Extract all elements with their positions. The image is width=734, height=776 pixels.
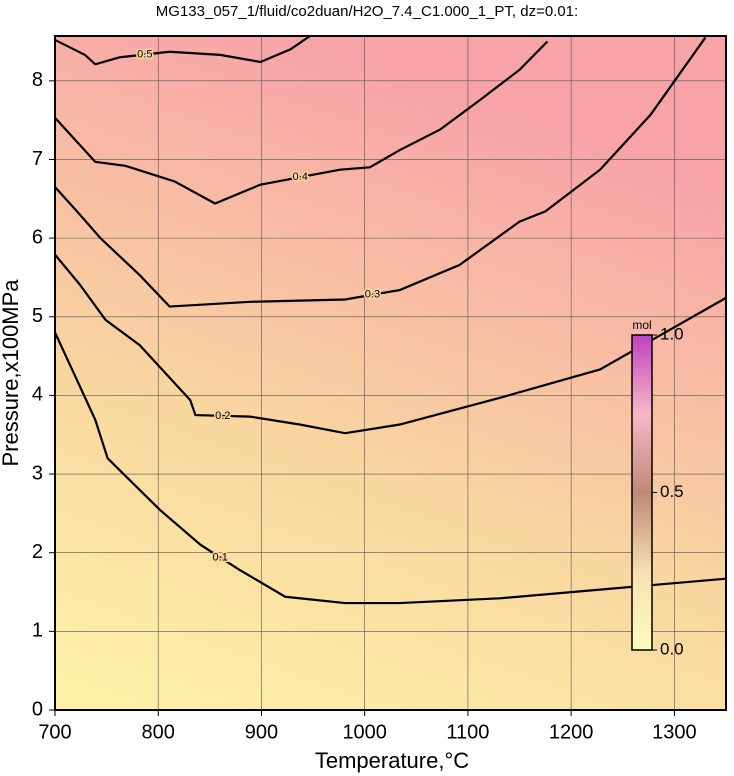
contour-line: [54, 253, 727, 435]
contour-label: 0.2: [215, 410, 230, 422]
x-tick-label: 1300: [652, 721, 697, 743]
contour-label: 0.4: [293, 171, 308, 183]
y-tick-label: 1: [32, 620, 43, 642]
colorbar: [631, 334, 653, 651]
y-tick-label: 7: [32, 148, 43, 170]
contour-line: [54, 35, 311, 66]
y-tick-label: 3: [32, 462, 43, 484]
x-tick-label: 900: [245, 721, 278, 743]
colorbar-tick-label: 0.0: [660, 639, 684, 658]
y-tick-label: 2: [32, 541, 43, 563]
y-tick-label: 0: [32, 698, 43, 720]
y-axis-label: Pressure,x100MPa: [0, 279, 23, 467]
y-tick-label: 6: [32, 226, 43, 248]
x-tick-label: 700: [38, 721, 71, 743]
contour-line: [54, 40, 549, 205]
x-tick-label: 1200: [549, 721, 594, 743]
x-axis-label: Temperature,°C: [315, 748, 469, 773]
plot-frame: [54, 35, 727, 711]
x-tick-label: 800: [142, 721, 175, 743]
plot-background: [55, 36, 726, 710]
colorbar-tick-label: 0.5: [660, 482, 684, 501]
contour-label: 0.1: [213, 551, 228, 563]
contour-line: [54, 36, 707, 308]
colorbar-tick-label: 1.0: [660, 324, 684, 343]
x-tick-label: 1000: [342, 721, 387, 743]
chart-title: MG133_057_1/fluid/co2duan/H2O_7.4_C1.000…: [156, 3, 578, 20]
contour-label: 0.3: [365, 289, 380, 301]
colorbar-label: mol: [632, 318, 651, 332]
y-tick-label: 5: [32, 305, 43, 327]
y-tick-label: 4: [32, 384, 43, 406]
contour-label: 0.5: [137, 48, 152, 60]
x-tick-label: 1100: [446, 721, 489, 743]
contour-line: [54, 332, 727, 605]
y-tick-label: 8: [32, 69, 43, 91]
